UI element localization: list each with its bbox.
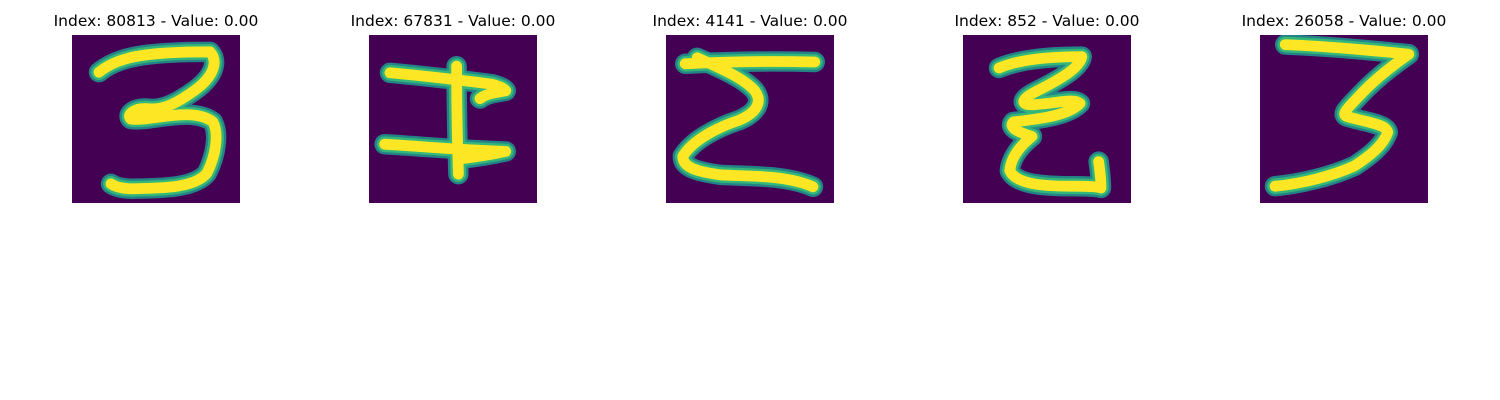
sample-panel-4: Index: 852 - Value: 0.00 <box>907 0 1187 210</box>
sample-panel-2: Index: 67831 - Value: 0.00 <box>313 0 593 210</box>
panel-title: Index: 26058 - Value: 0.00 <box>1241 12 1447 30</box>
panel-title: Index: 80813 - Value: 0.00 <box>53 12 259 30</box>
digit-image <box>1260 35 1428 203</box>
digit-image <box>666 35 834 203</box>
digit-image <box>963 35 1131 203</box>
panel-title: Index: 67831 - Value: 0.00 <box>350 12 556 30</box>
panel-title: Index: 4141 - Value: 0.00 <box>652 12 848 30</box>
panel-title: Index: 852 - Value: 0.00 <box>954 12 1140 30</box>
digit-image <box>72 35 240 203</box>
sample-panel-1: Index: 80813 - Value: 0.00 <box>16 0 296 210</box>
sample-panel-3: Index: 4141 - Value: 0.00 <box>610 0 890 210</box>
digit-image <box>369 35 537 203</box>
sample-panel-5: Index: 26058 - Value: 0.00 <box>1204 0 1484 210</box>
